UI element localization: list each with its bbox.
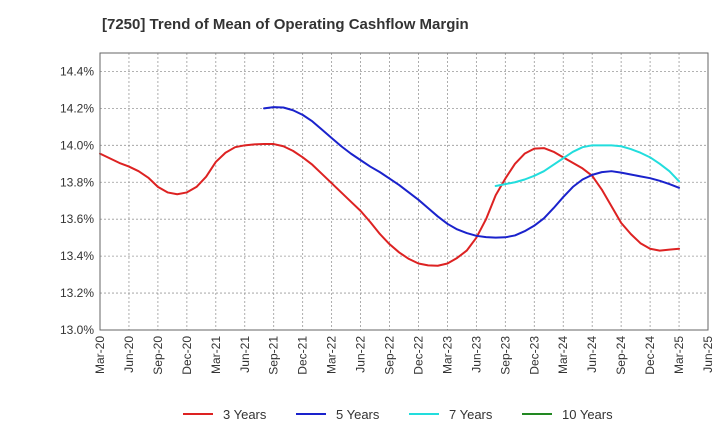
x-tick-label: Sep-21 bbox=[267, 336, 281, 375]
x-tick-label: Dec-24 bbox=[643, 336, 657, 375]
y-tick-label: 14.4% bbox=[60, 64, 94, 78]
y-axis: 13.0% 13.2% 13.4% 13.6% 13.8% 14.0% 14.2% 14.4% bbox=[60, 64, 94, 337]
x-tick-label: Mar-22 bbox=[325, 336, 339, 374]
y-tick-label: 13.8% bbox=[60, 175, 94, 189]
legend-label: 5 Years bbox=[336, 407, 380, 422]
x-tick-label: Jun-24 bbox=[585, 336, 599, 373]
legend-label: 7 Years bbox=[449, 407, 493, 422]
x-tick-label: Dec-22 bbox=[411, 336, 425, 375]
x-tick-label: Jun-23 bbox=[469, 336, 483, 373]
legend: 3 Years 5 Years 7 Years 10 Years bbox=[183, 407, 613, 422]
x-tick-label: Sep-22 bbox=[383, 336, 397, 375]
x-tick-label: Dec-20 bbox=[180, 336, 194, 375]
x-tick-label: Dec-23 bbox=[527, 336, 541, 375]
series-line-3-years bbox=[99, 143, 681, 267]
series-line-5-years bbox=[263, 106, 681, 239]
x-tick-label: Sep-24 bbox=[614, 336, 628, 375]
y-tick-label: 14.0% bbox=[60, 138, 94, 152]
y-tick-label: 13.2% bbox=[60, 286, 94, 300]
x-tick-label: Dec-21 bbox=[296, 336, 310, 375]
plot-area bbox=[100, 53, 708, 330]
x-tick-label: Mar-20 bbox=[93, 336, 107, 374]
y-tick-label: 13.4% bbox=[60, 249, 94, 263]
x-tick-label: Jun-22 bbox=[354, 336, 368, 373]
legend-label: 10 Years bbox=[562, 407, 613, 422]
x-tick-label: Mar-24 bbox=[556, 336, 570, 374]
x-tick-label: Sep-20 bbox=[151, 336, 165, 375]
plot-frame bbox=[99, 52, 709, 331]
x-tick-label: Jun-20 bbox=[122, 336, 136, 373]
grid bbox=[99, 53, 709, 331]
x-tick-label: Sep-23 bbox=[498, 336, 512, 375]
chart-title: [7250] Trend of Mean of Operating Cashfl… bbox=[102, 16, 469, 33]
legend-label: 3 Years bbox=[223, 407, 267, 422]
y-tick-label: 14.2% bbox=[60, 101, 94, 115]
x-tick-label: Mar-21 bbox=[209, 336, 223, 374]
x-tick-label: Jun-25 bbox=[701, 336, 715, 373]
y-tick-label: 13.0% bbox=[60, 323, 94, 337]
series-layer bbox=[99, 106, 681, 267]
x-tick-label: Jun-21 bbox=[238, 336, 252, 373]
x-tick-label: Mar-23 bbox=[440, 336, 454, 374]
x-tick-label: Mar-25 bbox=[672, 336, 686, 374]
x-axis: Mar-20 Jun-20 Sep-20 Dec-20 Mar-21 Jun-21 Sep-… bbox=[93, 336, 715, 375]
y-tick-label: 13.6% bbox=[60, 212, 94, 226]
series-line-7-years bbox=[494, 144, 681, 187]
